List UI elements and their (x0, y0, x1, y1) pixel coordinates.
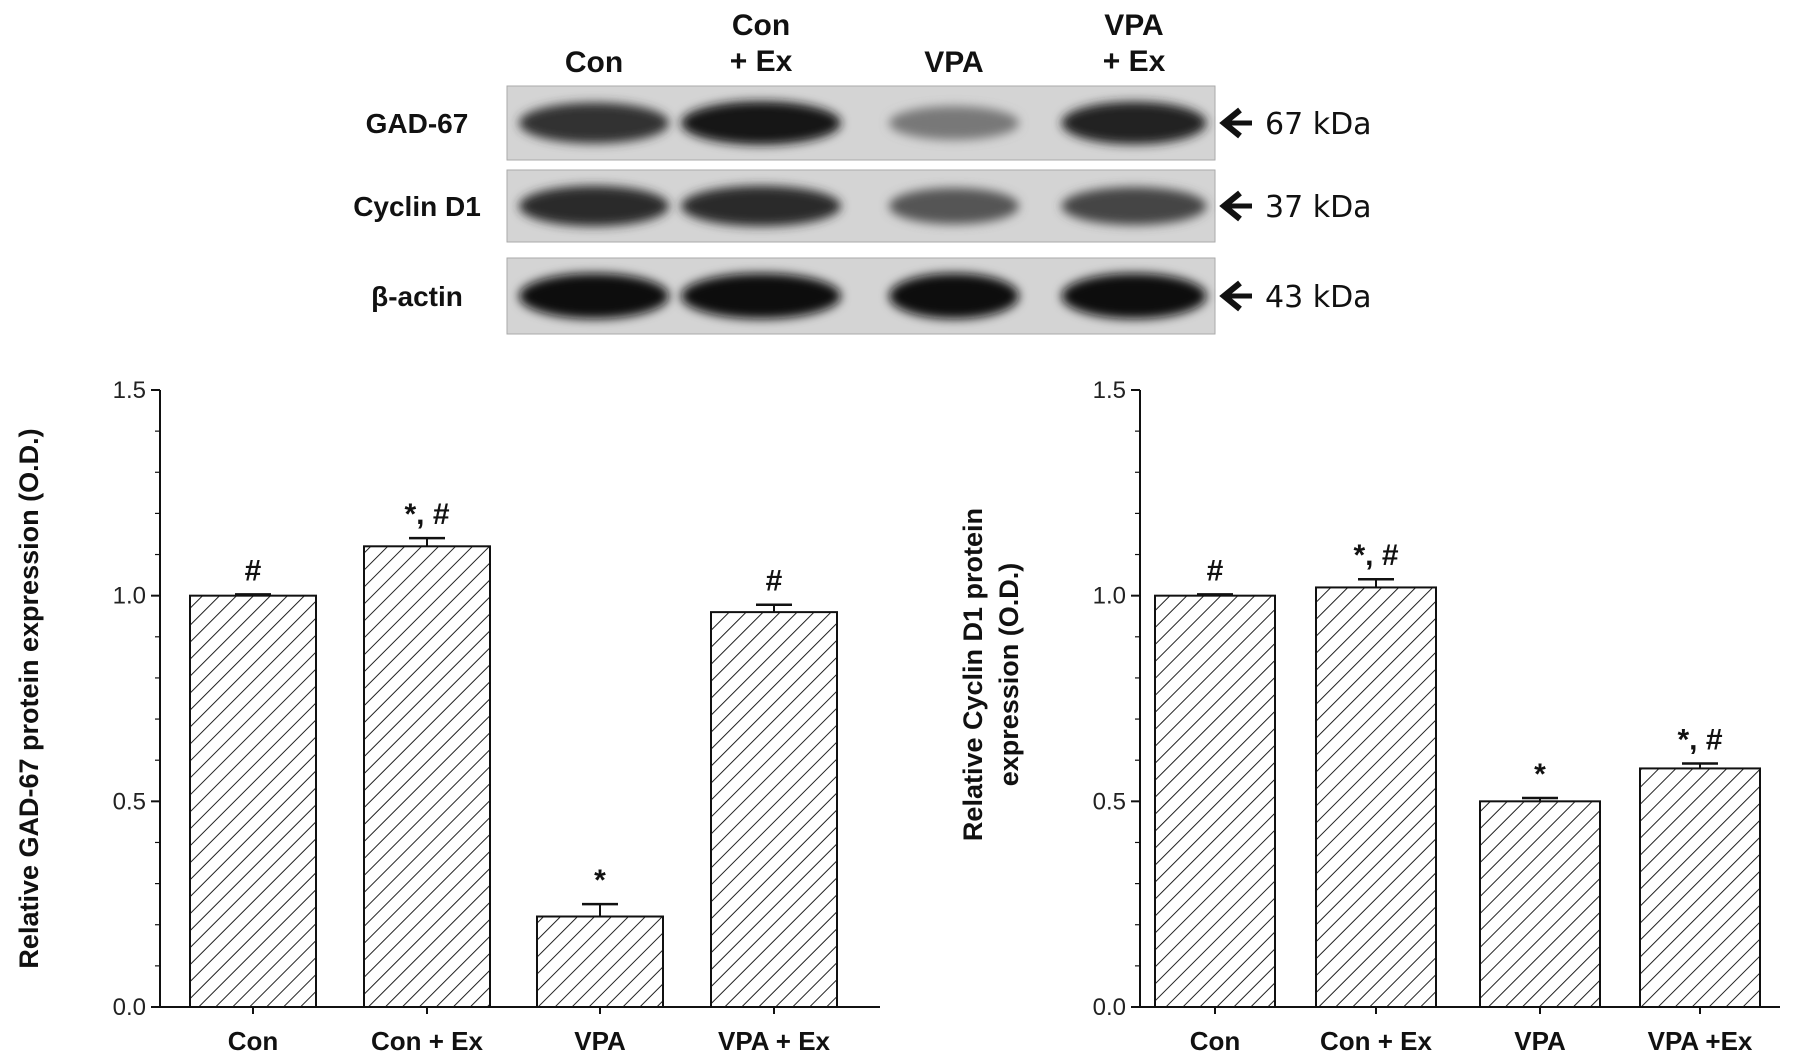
lane-label: + Ex (1103, 45, 1166, 78)
bar (1154, 594, 1276, 1009)
category-label: Con (228, 1026, 279, 1056)
significance-label: # (1207, 554, 1224, 587)
chart-gad67: 0.0 0.5 1.0 1.5 # Con *, # Con + Ex * VPA # VPA + E… (14, 377, 880, 1056)
blot-band (519, 102, 669, 144)
y-tick-label: 0.0 (113, 994, 146, 1021)
y-tick-label: 1.5 (113, 377, 146, 404)
bar (536, 915, 664, 1008)
category-label: Con + Ex (371, 1026, 484, 1056)
bar (1315, 586, 1437, 1008)
kda-label: 43 kDa (1265, 280, 1372, 315)
blot-band (889, 106, 1019, 140)
significance-label: * (1534, 758, 1546, 791)
significance-label: # (245, 554, 262, 587)
y-tick-label: 1.0 (113, 583, 146, 610)
bar (363, 545, 491, 1008)
significance-label: *, # (1677, 723, 1722, 756)
blot-band (1061, 101, 1207, 145)
lane-label: VPA (1104, 9, 1163, 42)
arrow-icon (1219, 280, 1242, 312)
y-axis-label: Relative GAD-67 protein expression (O.D.… (14, 428, 44, 968)
bar (710, 611, 838, 1008)
lane-label: Con (732, 9, 790, 42)
significance-label: * (594, 864, 606, 897)
y-tick-label: 1.0 (1093, 583, 1126, 610)
y-tick-label: 0.5 (1093, 788, 1126, 815)
category-label: Con + Ex (1320, 1026, 1433, 1056)
arrow-icon (1219, 190, 1242, 222)
category-label: VPA (1514, 1026, 1566, 1056)
lane-label: Con (565, 46, 623, 79)
y-tick-label: 0.0 (1093, 994, 1126, 1021)
y-axis-label: expression (O.D.) (994, 563, 1024, 787)
blot-band (889, 273, 1019, 319)
blot-band (681, 273, 841, 319)
arrow-icon (1219, 107, 1242, 139)
lane-label: + Ex (730, 45, 793, 78)
blot-band (519, 185, 669, 227)
lane-label: VPA (924, 46, 983, 79)
y-tick-label: 0.5 (113, 788, 146, 815)
category-label: Con (1190, 1026, 1241, 1056)
category-label: VPA + Ex (718, 1026, 831, 1056)
kda-label: 37 kDa (1265, 190, 1372, 225)
category-label: VPA +Ex (1648, 1026, 1753, 1056)
blot-band (889, 187, 1019, 225)
category-label: VPA (574, 1026, 626, 1056)
protein-label: β-actin (371, 281, 463, 312)
blot-band (681, 101, 841, 145)
chart-cyclin-d1: 0.0 0.5 1.0 1.5 # Con *, # Con + Ex * VPA *, # VPA … (958, 377, 1780, 1056)
blot-band (1061, 273, 1207, 319)
blot-band (519, 273, 669, 319)
bar (1479, 800, 1601, 1008)
kda-label: 67 kDa (1265, 107, 1372, 142)
bar (1639, 767, 1761, 1009)
blot-band (1061, 186, 1207, 226)
protein-label: Cyclin D1 (353, 191, 481, 222)
blot-band (681, 185, 841, 227)
y-axis-label: Relative Cyclin D1 protein (958, 508, 988, 841)
significance-label: *, # (404, 498, 449, 531)
significance-label: *, # (1353, 539, 1398, 572)
bar (189, 594, 317, 1009)
protein-label: GAD-67 (366, 108, 469, 139)
significance-label: # (766, 565, 783, 598)
y-tick-label: 1.5 (1093, 377, 1126, 404)
